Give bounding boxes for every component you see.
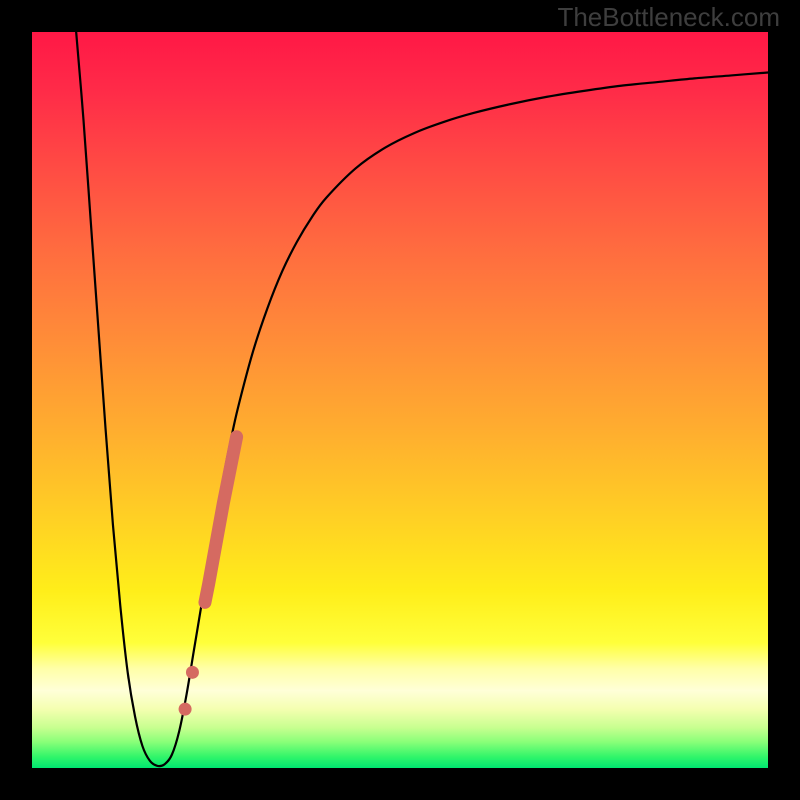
highlight-stroke: [205, 437, 237, 603]
watermark-text: TheBottleneck.com: [557, 2, 780, 33]
plot-area: [32, 32, 768, 768]
highlight-dot: [179, 703, 192, 716]
bottleneck-curve: [76, 32, 768, 766]
chart-frame: TheBottleneck.com: [0, 0, 800, 800]
highlight-dot: [186, 666, 199, 679]
curve-layer: [32, 32, 768, 768]
